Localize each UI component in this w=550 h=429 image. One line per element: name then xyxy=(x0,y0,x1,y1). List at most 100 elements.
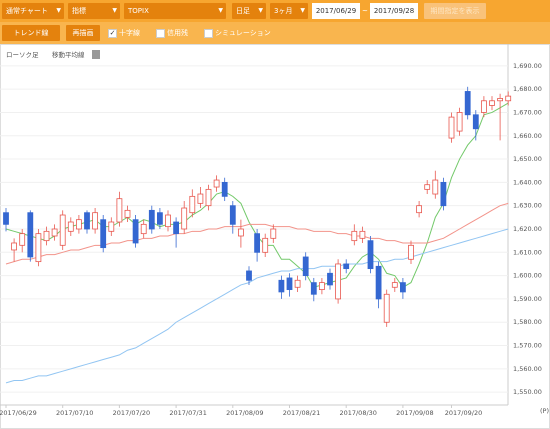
candle-body xyxy=(108,221,115,232)
candle-body xyxy=(294,279,301,288)
candle-body xyxy=(140,223,147,235)
candle-body xyxy=(302,256,309,277)
candle-body xyxy=(399,282,406,293)
candle-body xyxy=(383,293,390,323)
option-checkbox[interactable]: シミュレーション xyxy=(204,28,271,38)
candle-body xyxy=(116,198,123,223)
date-from[interactable]: 2017/06/29 xyxy=(312,3,360,19)
candle-body xyxy=(189,195,196,214)
y-tick-label: 1,590.00 xyxy=(513,295,542,303)
candle-body xyxy=(416,205,423,214)
candle-body xyxy=(100,219,107,249)
indicator-select[interactable]: 指標 xyxy=(68,3,120,19)
candle-body xyxy=(254,233,261,253)
candle-body xyxy=(351,230,358,242)
candle-body xyxy=(173,221,180,235)
candle-body xyxy=(213,179,220,188)
candle-body xyxy=(327,272,333,286)
candle-body xyxy=(480,100,487,113)
option-label: 十字線 xyxy=(119,29,140,37)
x-tick-label: 2017/07/31 xyxy=(169,409,206,417)
y-tick-label: 1,630.00 xyxy=(513,202,542,210)
candle-body xyxy=(497,98,504,102)
unit-label: (P) xyxy=(540,407,549,415)
y-tick-label: 1,670.00 xyxy=(513,108,542,116)
option-label: シミュレーション xyxy=(215,29,271,37)
trend-button[interactable]: トレンド線 xyxy=(2,25,60,41)
candle-body xyxy=(472,114,479,130)
range-select[interactable]: 3ヶ月 xyxy=(270,3,308,19)
candle-body xyxy=(278,279,285,293)
candle-body xyxy=(505,95,512,102)
y-tick-label: 1,660.00 xyxy=(513,132,542,140)
candle-body xyxy=(165,214,171,228)
y-tick-label: 1,580.00 xyxy=(513,318,542,326)
candle-body xyxy=(229,205,236,225)
candle-body xyxy=(456,112,463,132)
candle-body xyxy=(432,179,439,195)
candle-body xyxy=(27,212,34,258)
candle-body xyxy=(221,181,228,197)
candle-body xyxy=(197,193,204,204)
candle-body xyxy=(310,282,317,295)
checkbox[interactable] xyxy=(204,29,213,38)
legend-item: 移動平均線 xyxy=(52,50,85,59)
candle-body xyxy=(84,212,90,230)
candle-body xyxy=(43,230,50,242)
toolbar-2: トレンド線 再描画 ✓ 十字線 信用残 シミュレーション xyxy=(0,22,550,44)
y-tick-label: 1,680.00 xyxy=(513,85,542,93)
option-checkbox[interactable]: 信用残 xyxy=(156,28,188,38)
symbol-select[interactable]: TOPIX xyxy=(124,3,226,19)
chart-type-select[interactable]: 通常チャート xyxy=(2,3,64,19)
candle-body xyxy=(181,207,188,230)
y-tick-label: 1,560.00 xyxy=(513,365,542,373)
x-tick-label: 2017/08/30 xyxy=(339,409,376,417)
candle-body xyxy=(262,237,269,253)
candle-body xyxy=(343,263,350,270)
x-tick-label: 2017/08/21 xyxy=(283,409,320,417)
y-tick-label: 1,610.00 xyxy=(513,248,542,256)
candle-body xyxy=(246,270,252,281)
candle-body xyxy=(367,240,374,270)
moving-average-line xyxy=(5,202,509,265)
candle-body xyxy=(448,116,455,139)
legend-item: ローソク足 xyxy=(6,51,39,59)
y-tick-label: 1,550.00 xyxy=(513,388,542,396)
candle-body xyxy=(92,212,98,230)
candle-body xyxy=(59,214,66,246)
date-separator: ~ xyxy=(362,7,368,15)
candle-body xyxy=(375,265,382,300)
option-checkbox[interactable]: ✓ 十字線 xyxy=(108,28,140,38)
candle-body xyxy=(3,212,9,225)
candle-body xyxy=(464,91,471,116)
y-tick-label: 1,570.00 xyxy=(513,342,542,350)
y-tick-label: 1,640.00 xyxy=(513,178,542,186)
candle-body xyxy=(489,100,495,106)
date-to[interactable]: 2017/09/28 xyxy=(370,3,418,19)
candle-body xyxy=(67,221,74,232)
chart: (P) 1,550.00 1,560.00 1,570.00 1,580.00 1,59… xyxy=(0,44,550,429)
checkbox[interactable]: ✓ xyxy=(108,29,117,38)
candle-body xyxy=(76,219,82,230)
candle-body xyxy=(424,184,431,190)
checkbox[interactable] xyxy=(156,29,165,38)
apply-button[interactable]: 期間指定を表示 xyxy=(424,3,486,19)
x-tick-label: 2017/08/09 xyxy=(226,409,263,417)
legend-close xyxy=(92,50,100,59)
x-tick-label: 2017/07/20 xyxy=(113,409,150,417)
candle-body xyxy=(359,230,366,239)
y-tick-label: 1,690.00 xyxy=(513,62,542,70)
candle-body xyxy=(35,233,42,263)
toolbar: 通常チャート 指標 TOPIX 日足 3ヶ月 2017/06/29 ~ 2017… xyxy=(0,0,550,22)
candle-body xyxy=(124,209,131,218)
option-label: 信用残 xyxy=(167,29,188,37)
candle-body xyxy=(156,212,163,225)
x-tick-label: 2017/09/20 xyxy=(445,409,482,417)
y-tick-label: 1,600.00 xyxy=(513,272,542,280)
candle-body xyxy=(237,228,244,237)
period-select[interactable]: 日足 xyxy=(232,3,266,19)
redraw-button[interactable]: 再描画 xyxy=(66,25,100,41)
moving-average-line xyxy=(5,228,509,384)
candle-body xyxy=(440,181,447,207)
